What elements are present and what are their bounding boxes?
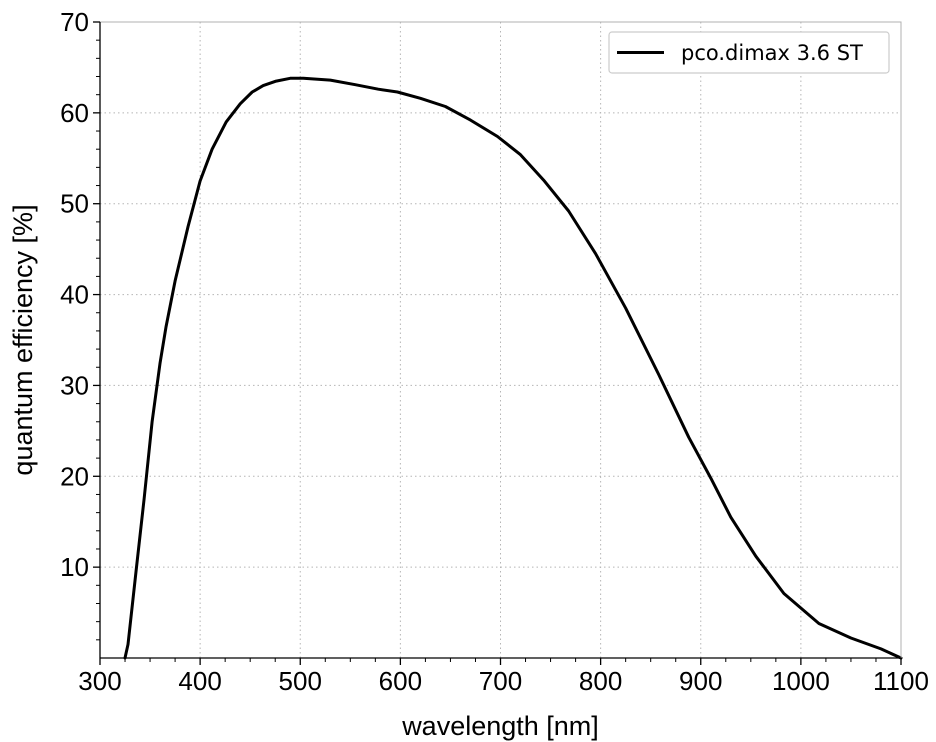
y-tick-labels: 10 20 30 40 50 60 70 <box>60 7 89 582</box>
x-tick-label: 500 <box>279 666 322 696</box>
x-tick-label: 300 <box>78 666 121 696</box>
x-tick-label: 1100 <box>873 666 929 696</box>
x-axis-title: wavelength [nm] <box>401 711 599 741</box>
x-tick-label: 800 <box>579 666 622 696</box>
y-tick-label: 50 <box>60 189 89 219</box>
x-tick-label: 700 <box>479 666 522 696</box>
grid <box>100 22 901 658</box>
y-tick-label: 20 <box>60 461 89 491</box>
x-tick-labels: 300 400 500 600 700 800 900 1000 1100 <box>78 666 929 696</box>
y-tick-label: 40 <box>60 280 89 310</box>
legend: pco.dimax 3.6 ST <box>608 31 890 74</box>
legend-box <box>608 31 890 74</box>
minor-ticks <box>96 39 877 662</box>
y-tick-label: 70 <box>60 7 89 37</box>
major-ticks <box>93 21 902 665</box>
y-tick-label: 30 <box>60 370 89 400</box>
x-tick-label: 600 <box>379 666 422 696</box>
y-tick-label: 10 <box>60 552 89 582</box>
series-layer <box>123 76 903 660</box>
series-line-0 <box>123 76 903 660</box>
y-tick-label: 60 <box>60 98 89 128</box>
x-tick-label: 400 <box>178 666 221 696</box>
y-axis-title: quantum efficiency [%] <box>8 204 38 475</box>
x-tick-label: 1000 <box>772 666 830 696</box>
legend-label: pco.dimax 3.6 ST <box>681 41 863 65</box>
x-tick-label: 900 <box>679 666 722 696</box>
